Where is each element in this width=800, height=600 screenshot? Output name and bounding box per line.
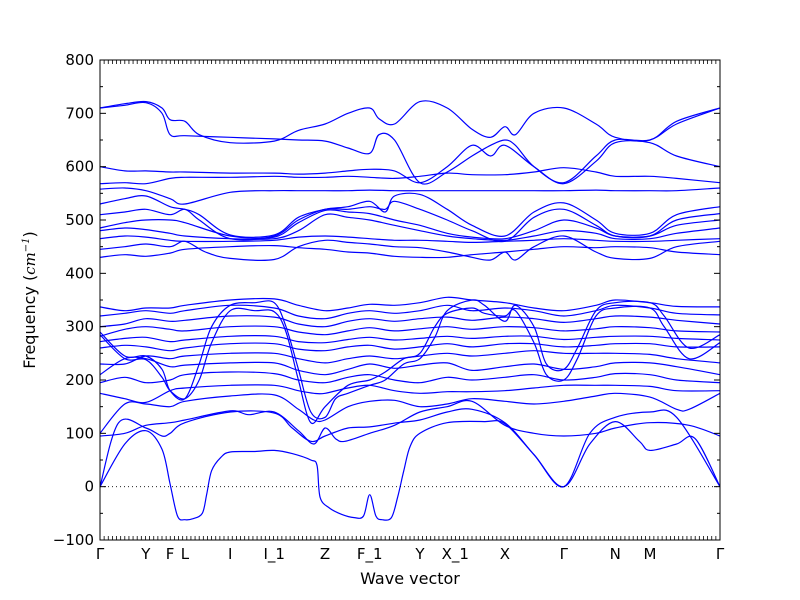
y-tick-label: −100 xyxy=(53,531,94,549)
band-line-4 xyxy=(99,392,721,434)
band-line-8 xyxy=(99,350,721,366)
band-line-16 xyxy=(99,305,721,425)
x-tick-label: X xyxy=(500,545,510,563)
y-axis-label-exponent: −1 xyxy=(21,237,32,252)
band-line-15 xyxy=(99,299,721,420)
y-tick-label: 200 xyxy=(65,371,94,389)
series-layer xyxy=(99,100,721,521)
x-tick-label: N xyxy=(610,545,621,563)
band-line-19 xyxy=(99,235,721,244)
y-axis-ticks: −100 0 100 200 300 400 500 600 700 800 xyxy=(53,51,720,549)
x-tick-label: Γ xyxy=(716,545,725,563)
y-tick-label: 400 xyxy=(65,264,94,282)
x-tick-label: Y xyxy=(140,545,151,563)
y-tick-label: 100 xyxy=(65,424,94,442)
y-axis-label: Frequency (cm−1) xyxy=(20,231,39,369)
y-tick-label: 600 xyxy=(65,158,94,176)
band-line-23 xyxy=(99,192,721,238)
band-line-10 xyxy=(99,335,721,344)
band-line-14 xyxy=(99,296,721,312)
x-axis-label: Wave vector xyxy=(360,569,460,588)
band-line-20 xyxy=(99,213,721,241)
band-line-13 xyxy=(99,304,721,320)
y-axis-label-close: ) xyxy=(20,231,39,237)
band-line-25 xyxy=(99,167,721,185)
band-line-12 xyxy=(99,315,721,328)
band-line-9 xyxy=(99,342,721,352)
band-line-1 xyxy=(99,420,721,521)
x-axis-ticks: Γ Y F L I I_1 Z F_1 Y X_1 X Γ N M Γ xyxy=(96,60,725,564)
x-tick-label: F_1 xyxy=(357,545,383,564)
x-tick-label: Γ xyxy=(96,545,105,563)
band-line-24 xyxy=(99,187,721,205)
band-line-2 xyxy=(99,408,721,488)
band-line-17 xyxy=(99,244,721,259)
x-tick-label: I xyxy=(228,545,232,563)
band-line-28 xyxy=(99,101,721,185)
x-tick-label: L xyxy=(181,545,190,563)
band-line-21 xyxy=(99,209,721,240)
y-tick-label: 0 xyxy=(84,478,94,496)
x-tick-label: Γ xyxy=(560,545,569,563)
band-line-7 xyxy=(99,356,721,376)
band-line-11 xyxy=(99,325,721,337)
band-line-26 xyxy=(99,140,721,185)
y-axis-label-main: Frequency ( xyxy=(20,275,39,369)
band-line-3 xyxy=(99,399,721,445)
y-tick-label: 800 xyxy=(65,51,94,69)
band-line-5 xyxy=(99,384,721,404)
x-tick-label: I_1 xyxy=(263,545,284,564)
x-tick-label: Z xyxy=(320,545,330,563)
y-tick-label: 700 xyxy=(65,104,94,122)
x-tick-label: X_1 xyxy=(442,545,469,564)
x-tick-label: Y xyxy=(414,545,425,563)
band-line-27 xyxy=(99,100,721,144)
band-line-6 xyxy=(99,371,721,384)
x-tick-label: M xyxy=(643,545,656,563)
y-axis-label-unit: cm xyxy=(21,252,39,275)
y-tick-label: 300 xyxy=(65,318,94,336)
x-tick-label: F xyxy=(166,545,175,563)
y-tick-label: 500 xyxy=(65,211,94,229)
